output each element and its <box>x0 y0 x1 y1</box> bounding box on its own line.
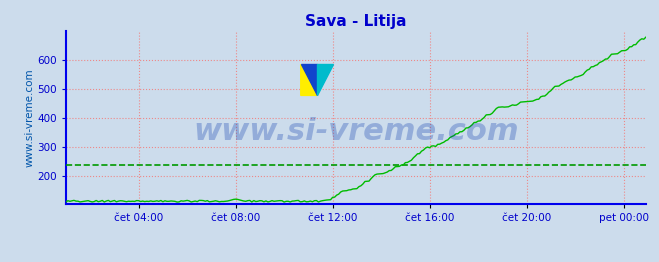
Polygon shape <box>301 64 317 95</box>
Polygon shape <box>317 64 333 95</box>
Title: Sava - Litija: Sava - Litija <box>305 14 407 29</box>
Y-axis label: www.si-vreme.com: www.si-vreme.com <box>24 69 34 167</box>
Polygon shape <box>301 64 317 95</box>
Text: www.si-vreme.com: www.si-vreme.com <box>193 117 519 146</box>
